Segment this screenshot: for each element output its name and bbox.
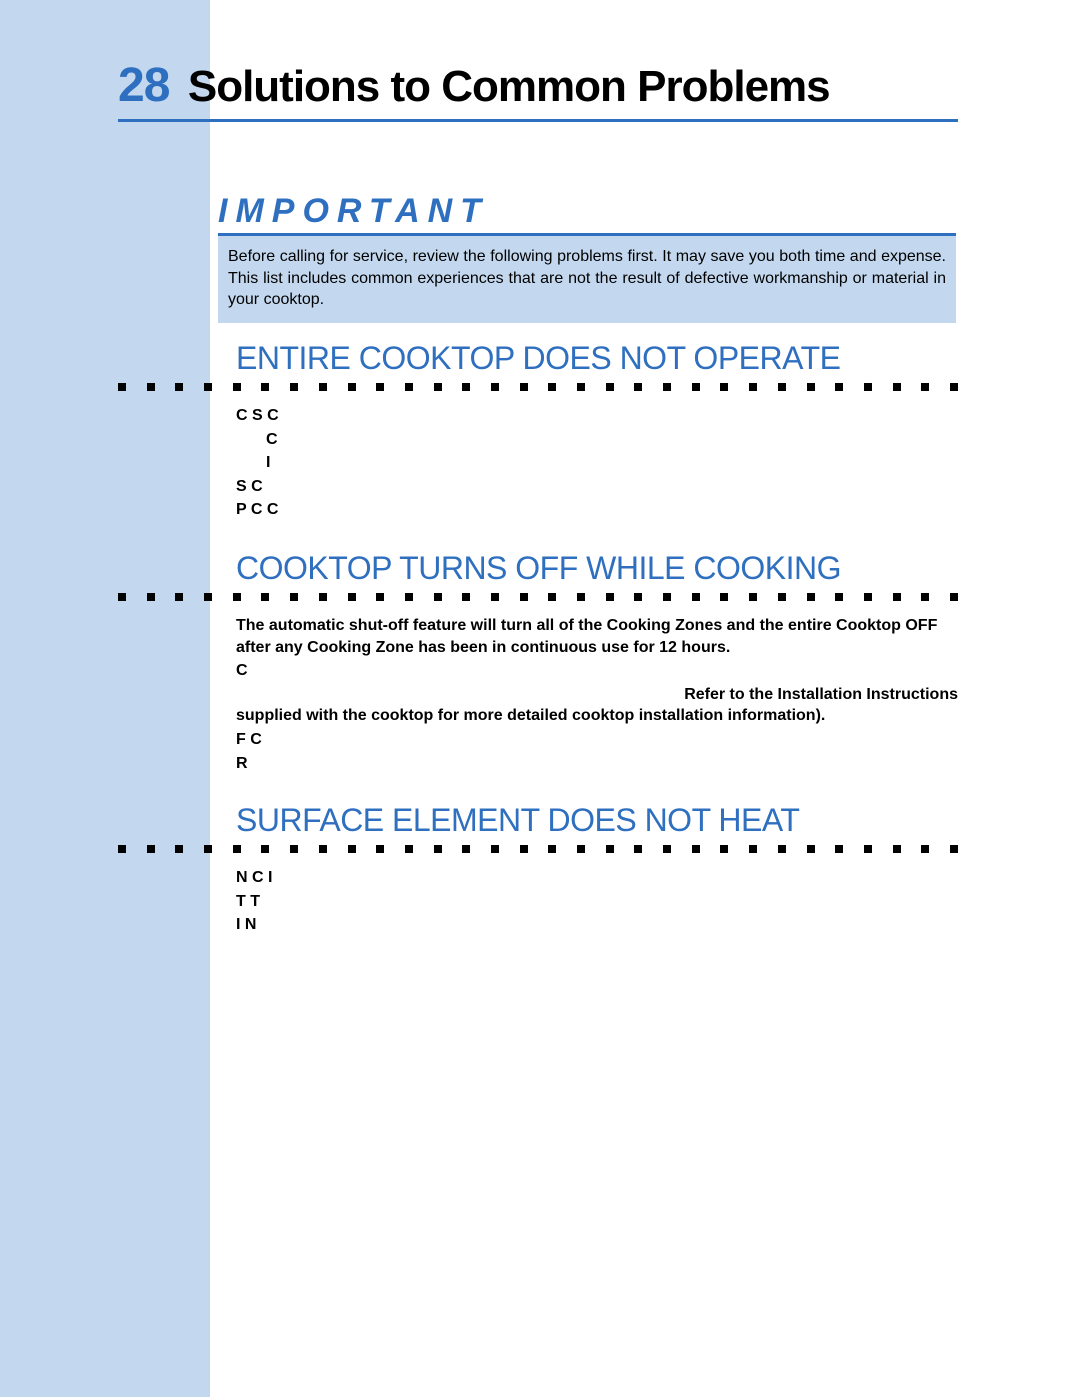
body-line: C S C <box>236 405 958 427</box>
important-label: IMPORTANT <box>218 192 956 236</box>
section-body: The automatic shut-off feature will turn… <box>236 615 958 774</box>
section-cooktop-turns-off: COOKTOP TURNS OFF WHILE COOKING The auto… <box>118 550 958 776</box>
body-line: P C C <box>236 499 958 521</box>
body-line: C <box>266 429 958 451</box>
body-line: The automatic shut-off feature will turn… <box>236 615 958 658</box>
body-line: I <box>266 452 958 474</box>
body-line: C <box>236 660 958 682</box>
dotted-rule <box>118 593 958 601</box>
section-body: N C I T T I N <box>236 867 958 936</box>
section-title: COOKTOP TURNS OFF WHILE COOKING <box>236 550 958 587</box>
body-line: S C <box>236 476 958 498</box>
dotted-rule <box>118 845 958 853</box>
body-line: T T <box>236 891 958 913</box>
section-body: C S C C I S C P C C <box>236 405 958 521</box>
section-title: ENTIRE COOKTOP DOES NOT OPERATE <box>236 340 958 377</box>
install-ref-lead: Refer to the Installation Instructions <box>236 684 958 706</box>
section-surface-element: SURFACE ELEMENT DOES NOT HEAT N C I T T … <box>118 802 958 938</box>
page-title: Solutions to Common Problems <box>188 62 830 112</box>
body-line: I N <box>236 914 958 936</box>
important-text: Before calling for service, review the f… <box>218 236 956 323</box>
body-line: Refer to the Installation Instructionssu… <box>236 684 958 727</box>
dotted-rule <box>118 383 958 391</box>
body-line: F C <box>236 729 958 751</box>
page-header: 28 Solutions to Common Problems <box>118 58 958 122</box>
header-rule <box>118 119 958 122</box>
body-line: R <box>236 753 958 775</box>
page-number: 28 <box>118 58 169 113</box>
install-ref-cont: supplied with the cooktop for more detai… <box>236 705 958 727</box>
section-entire-cooktop: ENTIRE COOKTOP DOES NOT OPERATE C S C C … <box>118 340 958 523</box>
important-block: IMPORTANT Before calling for service, re… <box>218 192 956 323</box>
body-line: N C I <box>236 867 958 889</box>
section-title: SURFACE ELEMENT DOES NOT HEAT <box>236 802 958 839</box>
